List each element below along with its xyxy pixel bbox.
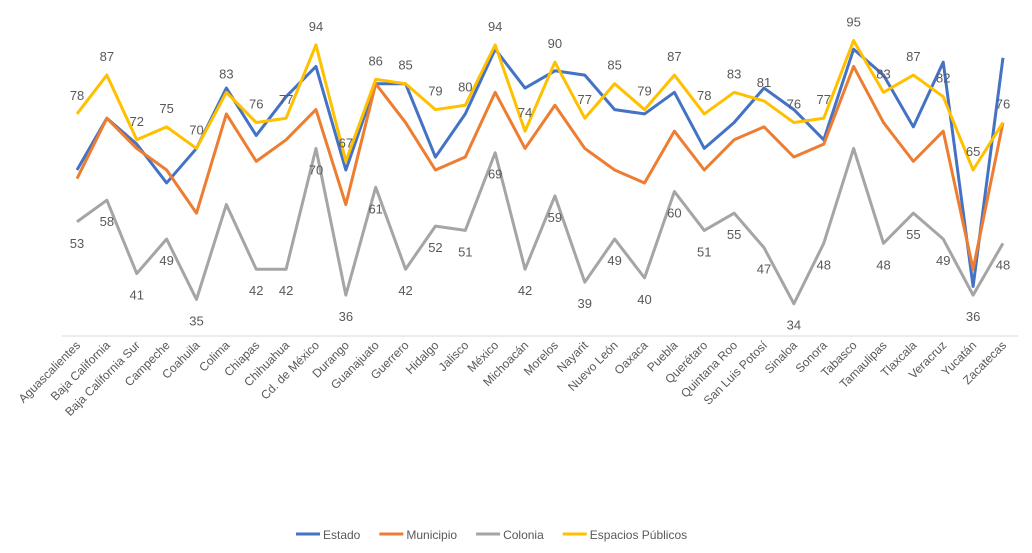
data-label: 53 [70,236,84,251]
data-label: 47 [757,262,771,277]
data-label: 36 [966,309,980,324]
data-label: 59 [548,210,562,225]
data-label: 77 [817,92,831,107]
x-tick-label: Hidalgo [403,338,442,377]
data-label: 48 [876,257,890,272]
data-label: 42 [398,283,412,298]
data-label: 81 [757,75,771,90]
data-label: 58 [100,214,114,229]
data-label: 76 [249,97,263,112]
data-label: 42 [518,283,532,298]
data-label: 78 [70,88,84,103]
x-tick-label: Jalisco [436,338,472,374]
data-label: 72 [130,114,144,129]
series-line [75,39,1005,172]
data-label: 39 [578,296,592,311]
data-label: 79 [637,84,651,99]
data-label: 65 [966,144,980,159]
series-line [76,146,1005,306]
data-label: 40 [637,292,651,307]
legend-label: Espacios Públicos [590,528,687,542]
data-label: 87 [100,49,114,64]
data-label: 79 [428,84,442,99]
data-label: 49 [159,253,173,268]
data-label: 55 [906,227,920,242]
data-label: 95 [846,15,860,30]
data-label: 74 [518,105,532,120]
data-label: 51 [458,244,472,259]
legend-label: Municipio [406,528,457,542]
data-label: 76 [996,97,1010,112]
data-label: 70 [309,162,323,177]
data-label: 82 [936,71,950,86]
data-label: 77 [279,92,293,107]
data-label: 80 [458,79,472,94]
data-label: 90 [548,36,562,51]
data-label: 49 [936,253,950,268]
data-label: 78 [697,88,711,103]
data-label: 76 [787,97,801,112]
data-label: 94 [309,19,323,34]
data-label: 83 [876,66,890,81]
data-label: 42 [279,283,293,298]
data-label: 51 [697,244,711,259]
data-label: 52 [428,240,442,255]
data-label: 85 [607,58,621,73]
data-label: 48 [817,257,831,272]
x-tick-label: Oaxaca [612,338,651,377]
data-label: 87 [667,49,681,64]
data-label: 87 [906,49,920,64]
data-label: 85 [398,58,412,73]
data-label: 42 [249,283,263,298]
data-label: 67 [339,135,353,150]
data-label: 69 [488,167,502,182]
x-tick-label: Sinaloa [762,338,800,376]
legend-label: Colonia [503,528,544,542]
data-label: 77 [578,92,592,107]
data-label: 70 [189,122,203,137]
series-line [75,64,1005,271]
data-label: 75 [159,101,173,116]
data-label: 55 [727,227,741,242]
data-label: 83 [219,66,233,81]
data-label: 35 [189,313,203,328]
data-label: 86 [368,53,382,68]
data-label: 83 [727,66,741,81]
legend-label: Estado [323,528,361,542]
data-label: 49 [607,253,621,268]
data-label: 60 [667,206,681,221]
data-label: 41 [130,288,144,303]
data-label: 94 [488,19,502,34]
data-label: 61 [368,201,382,216]
data-label: 34 [787,318,801,333]
data-label: 48 [996,257,1010,272]
data-label: 36 [339,309,353,324]
